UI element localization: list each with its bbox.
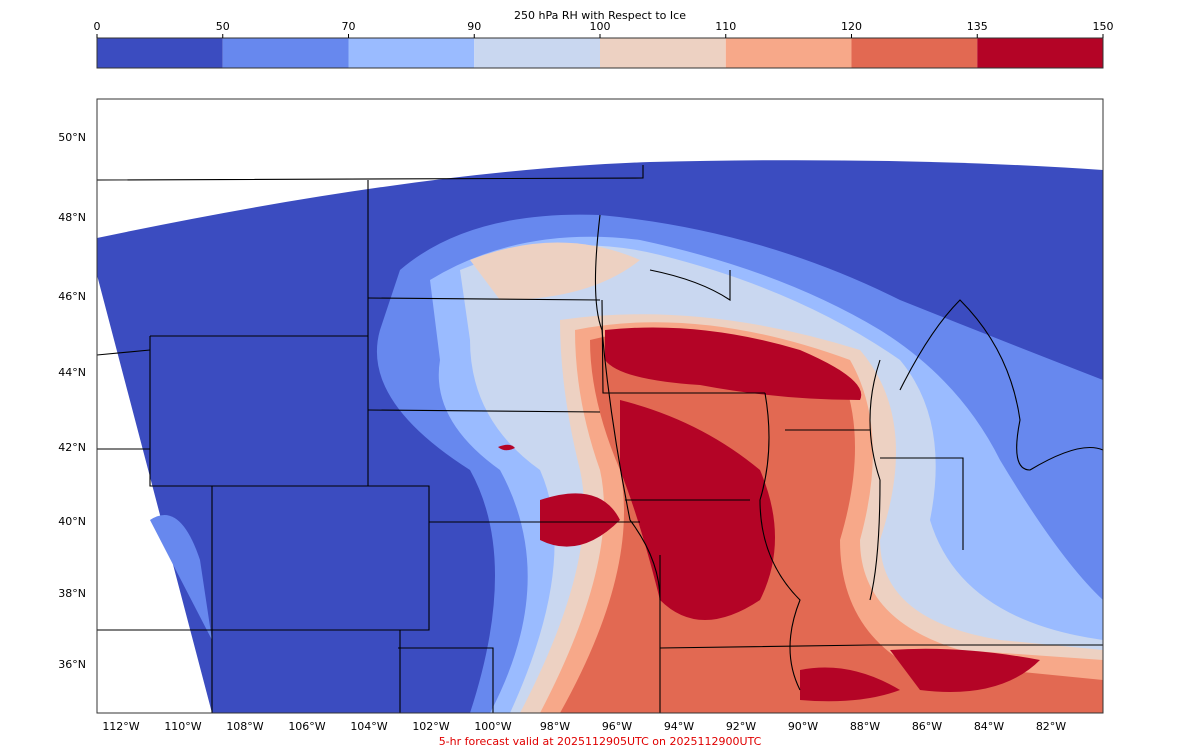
lon-label: 82°W [1036, 720, 1066, 733]
lat-label: 42°N [58, 441, 86, 454]
colorbar-segment [977, 38, 1103, 68]
rh-contour [620, 400, 775, 620]
colorbar-segment [222, 38, 349, 68]
colorbar-tick-label: 135 [967, 20, 988, 33]
lon-label: 102°W [412, 720, 449, 733]
colorbar-segment [600, 38, 726, 68]
state-border [97, 165, 644, 181]
rh-contour [800, 667, 900, 702]
colorbar-segment [851, 38, 978, 68]
colorbar-segment [97, 38, 223, 68]
state-border [759, 392, 801, 691]
colorbar-segment [348, 38, 475, 68]
colorbar-tick-label: 50 [216, 20, 230, 33]
colorbar-tick-label: 110 [715, 20, 736, 33]
state-border [880, 457, 964, 550]
colorbar-title: 250 hPa RH with Respect to Ice [514, 9, 686, 22]
lon-label: 92°W [726, 720, 756, 733]
lat-label: 50°N [58, 131, 86, 144]
colorbar-tick-label: 120 [841, 20, 862, 33]
lon-label: 86°W [912, 720, 942, 733]
colorbar-segment [725, 38, 852, 68]
lon-label: 96°W [602, 720, 632, 733]
rh-contour [150, 515, 212, 640]
lon-label: 94°W [664, 720, 694, 733]
state-border [649, 269, 731, 302]
map [97, 99, 1103, 713]
colorbar-segment [474, 38, 600, 68]
colorbar-tick-label: 70 [342, 20, 356, 33]
state-border [97, 485, 430, 631]
colorbar-tick-label: 150 [1093, 20, 1114, 33]
state-border [899, 299, 1103, 471]
state-border [97, 349, 151, 356]
lat-label: 36°N [58, 658, 86, 671]
state-border [367, 409, 601, 413]
state-border [659, 644, 1103, 649]
state-border [869, 359, 881, 601]
lon-label: 84°W [974, 720, 1004, 733]
colorbar: 0 50 70 90 100 110 120 135 150 [94, 20, 1114, 69]
state-border [367, 297, 601, 301]
rh-contour [498, 444, 515, 451]
lat-label: 46°N [58, 290, 86, 303]
lon-label: 106°W [288, 720, 325, 733]
rh-contour [605, 327, 862, 400]
rh-contour [540, 493, 620, 547]
colorbar-tick-label: 0 [94, 20, 101, 33]
lon-label: 90°W [788, 720, 818, 733]
colorbar-tick-label: 100 [590, 20, 611, 33]
lon-label: 112°W [102, 720, 139, 733]
rh-contour [470, 242, 640, 300]
lon-label: 88°W [850, 720, 880, 733]
lat-label: 44°N [58, 366, 86, 379]
lat-label: 48°N [58, 211, 86, 224]
colorbar-tick-label: 90 [467, 20, 481, 33]
map-frame [96, 98, 1104, 714]
rh-contour [890, 648, 1040, 692]
lon-label: 104°W [350, 720, 387, 733]
state-border [398, 647, 494, 713]
lon-label: 98°W [540, 720, 570, 733]
footer: 5-hr forecast valid at 2025112905UTC on … [439, 735, 762, 748]
lat-label: 40°N [58, 515, 86, 528]
lon-label: 108°W [226, 720, 263, 733]
lon-label: 110°W [164, 720, 201, 733]
lat-label: 38°N [58, 587, 86, 600]
state-border [594, 214, 661, 601]
lon-label: 100°W [474, 720, 511, 733]
